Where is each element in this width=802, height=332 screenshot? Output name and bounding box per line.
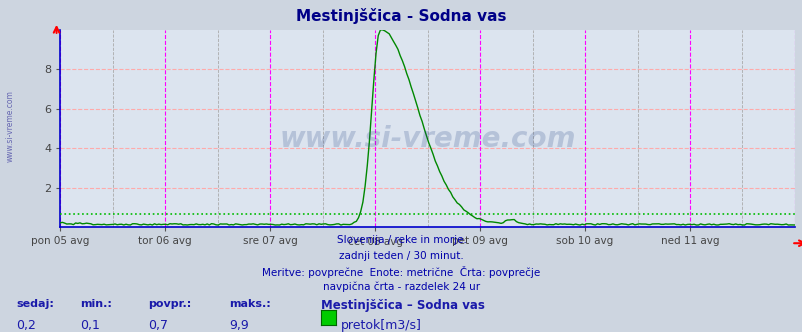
Text: Mestinjščica – Sodna vas: Mestinjščica – Sodna vas (321, 299, 484, 312)
Text: pretok[m3/s]: pretok[m3/s] (341, 319, 422, 332)
Text: 9,9: 9,9 (229, 319, 249, 332)
Text: Meritve: povprečne  Enote: metrične  Črta: povprečje: Meritve: povprečne Enote: metrične Črta:… (262, 266, 540, 278)
Text: maks.:: maks.: (229, 299, 270, 309)
Text: sedaj:: sedaj: (16, 299, 54, 309)
Text: min.:: min.: (80, 299, 112, 309)
Text: 0,1: 0,1 (80, 319, 100, 332)
Text: navpična črta - razdelek 24 ur: navpična črta - razdelek 24 ur (322, 282, 480, 292)
Text: www.si-vreme.com: www.si-vreme.com (279, 124, 575, 152)
Text: zadnji teden / 30 minut.: zadnji teden / 30 minut. (338, 251, 464, 261)
Text: Mestinjščica - Sodna vas: Mestinjščica - Sodna vas (296, 8, 506, 24)
Text: povpr.:: povpr.: (148, 299, 192, 309)
Text: 0,2: 0,2 (16, 319, 36, 332)
Text: 0,7: 0,7 (148, 319, 168, 332)
Text: Slovenija / reke in morje.: Slovenija / reke in morje. (336, 235, 466, 245)
Text: www.si-vreme.com: www.si-vreme.com (6, 90, 15, 162)
